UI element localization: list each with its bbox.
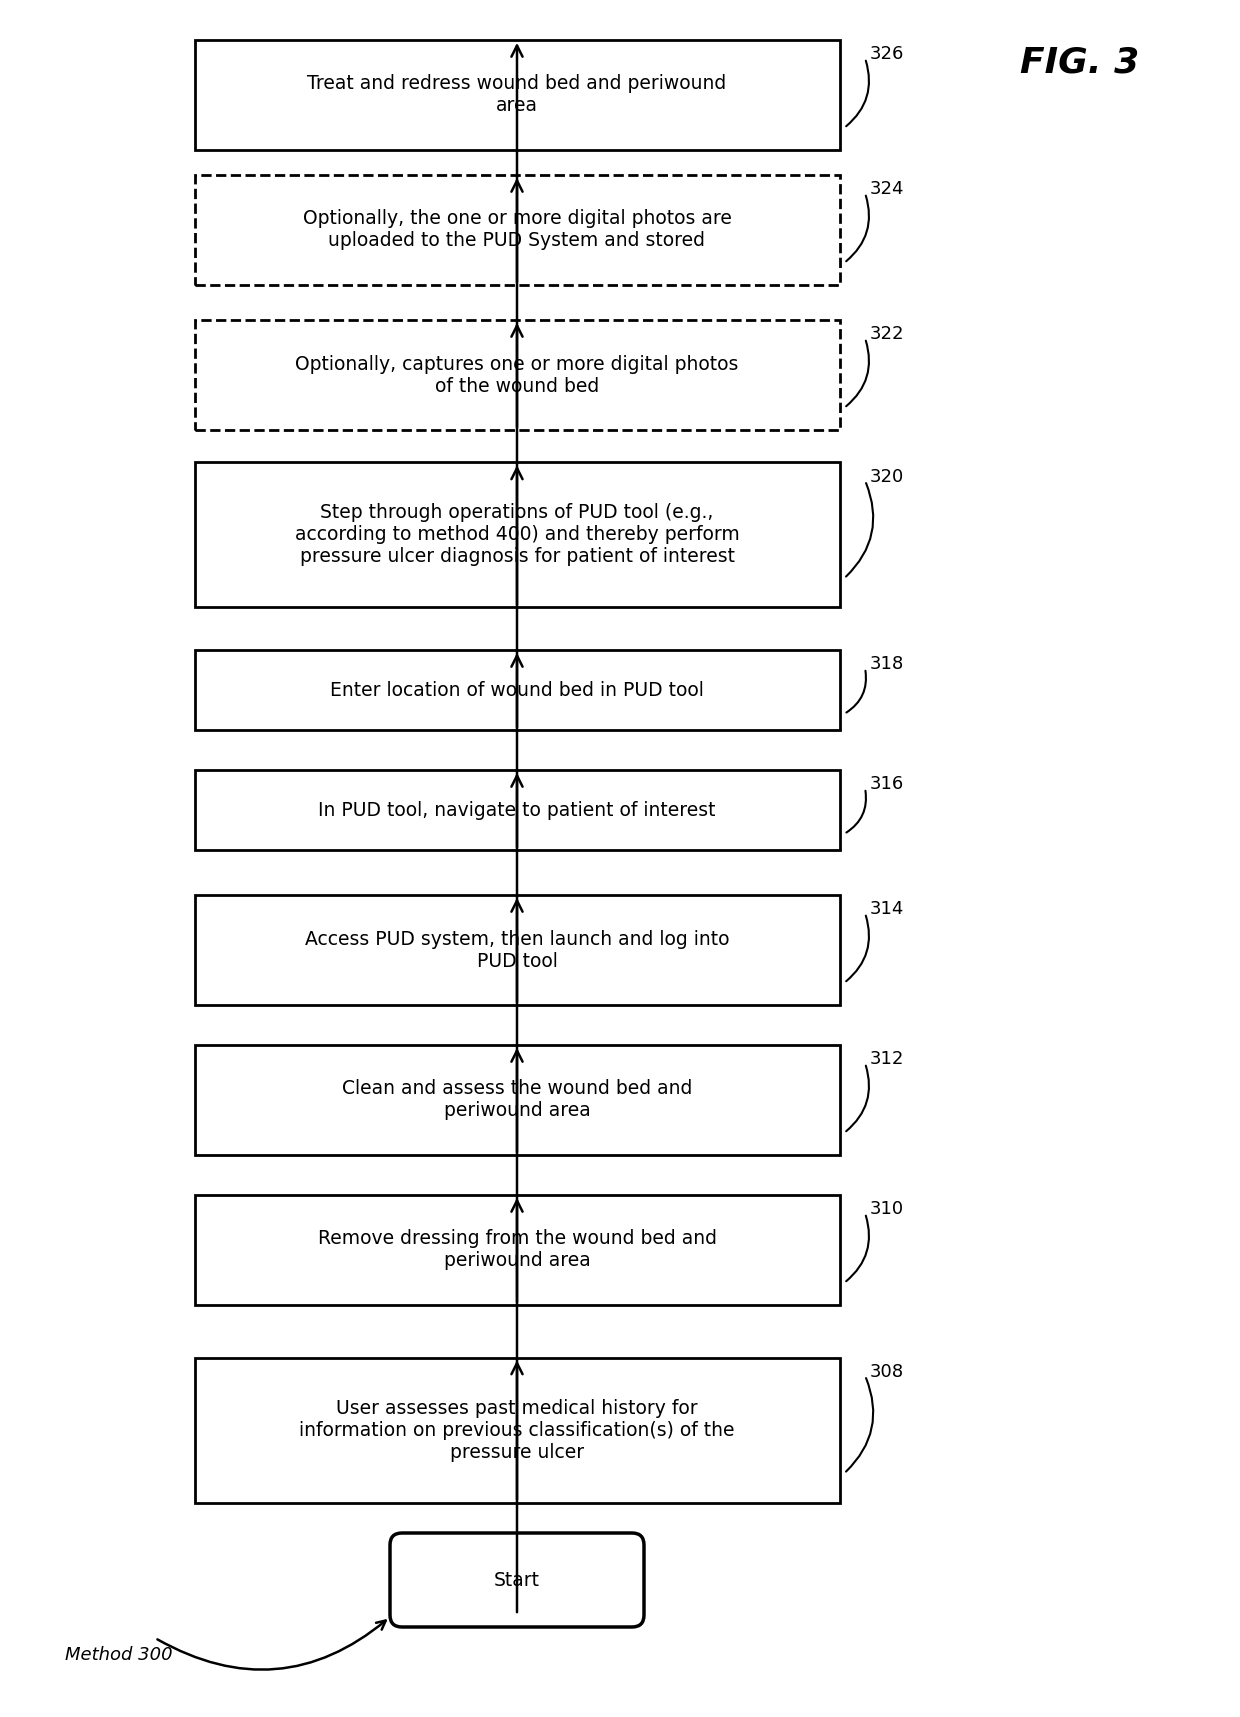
- Bar: [195, 651, 839, 730]
- FancyBboxPatch shape: [391, 1533, 644, 1628]
- Text: Remove dressing from the wound bed and
periwound area: Remove dressing from the wound bed and p…: [317, 1229, 717, 1271]
- Text: 320: 320: [870, 467, 904, 486]
- Bar: [195, 462, 839, 608]
- Bar: [195, 1358, 839, 1502]
- Text: Access PUD system, then launch and log into
PUD tool: Access PUD system, then launch and log i…: [305, 929, 729, 970]
- Text: 316: 316: [870, 774, 904, 793]
- Text: Step through operations of PUD tool (e.g.,
according to method 400) and thereby : Step through operations of PUD tool (e.g…: [295, 503, 739, 567]
- Text: Treat and redress wound bed and periwound
area: Treat and redress wound bed and periwoun…: [308, 74, 727, 115]
- Text: Optionally, the one or more digital photos are
uploaded to the PUD System and st: Optionally, the one or more digital phot…: [303, 209, 732, 251]
- Text: Method 300: Method 300: [64, 1647, 172, 1664]
- Bar: [195, 1195, 839, 1305]
- Bar: [195, 769, 839, 850]
- Text: 326: 326: [870, 45, 904, 64]
- Bar: [195, 1046, 839, 1156]
- Text: Enter location of wound bed in PUD tool: Enter location of wound bed in PUD tool: [330, 680, 704, 699]
- Text: Clean and assess the wound bed and
periwound area: Clean and assess the wound bed and periw…: [342, 1080, 692, 1121]
- Text: 310: 310: [870, 1200, 904, 1217]
- Text: Start: Start: [494, 1571, 539, 1590]
- Bar: [195, 895, 839, 1004]
- Bar: [195, 39, 839, 149]
- Text: In PUD tool, navigate to patient of interest: In PUD tool, navigate to patient of inte…: [319, 800, 715, 819]
- Text: 312: 312: [870, 1051, 904, 1068]
- Bar: [195, 319, 839, 429]
- Text: FIG. 3: FIG. 3: [1021, 46, 1140, 81]
- Text: 308: 308: [870, 1363, 904, 1380]
- Text: Optionally, captures one or more digital photos
of the wound bed: Optionally, captures one or more digital…: [295, 354, 739, 395]
- Text: 314: 314: [870, 900, 904, 919]
- Text: User assesses past medical history for
information on previous classification(s): User assesses past medical history for i…: [299, 1399, 735, 1461]
- Bar: [195, 175, 839, 285]
- Text: 318: 318: [870, 654, 904, 673]
- Text: 324: 324: [870, 180, 904, 197]
- Text: 322: 322: [870, 325, 904, 343]
